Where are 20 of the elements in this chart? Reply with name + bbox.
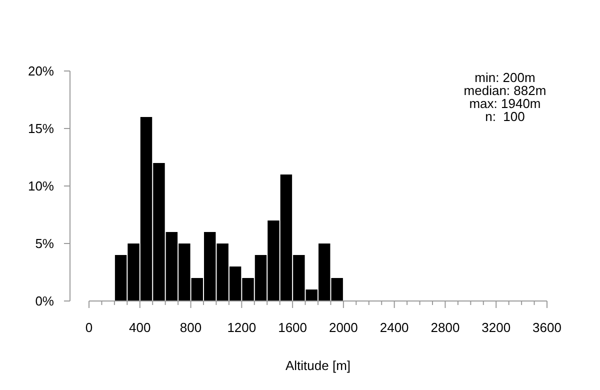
x-tick-label: 2400 <box>380 320 409 335</box>
y-tick-label: 20% <box>28 64 54 79</box>
x-tick-label: 1200 <box>227 320 256 335</box>
x-tick-label: 2000 <box>328 320 358 335</box>
x-tick-label: 1600 <box>278 320 308 335</box>
annotation: median: 882m <box>464 83 546 98</box>
y-tick-label: 0% <box>35 294 54 309</box>
x-axis-title: Altitude [m] <box>285 358 351 373</box>
x-tick-label: 3600 <box>532 320 562 335</box>
annotation: n: 100 <box>485 109 525 124</box>
x-tick-label: 800 <box>180 320 202 335</box>
x-tick-label: 3200 <box>482 320 511 335</box>
y-tick-label: 15% <box>28 121 54 136</box>
annotation: max: 1940m <box>469 96 541 111</box>
annotation: min: 200m <box>474 70 536 85</box>
x-tick-label: 400 <box>129 320 151 335</box>
y-tick-label: 10% <box>28 178 54 194</box>
x-tick-label: 2800 <box>430 320 460 335</box>
x-tick-label: 0 <box>85 320 93 335</box>
y-tick-label: 5% <box>35 236 54 252</box>
